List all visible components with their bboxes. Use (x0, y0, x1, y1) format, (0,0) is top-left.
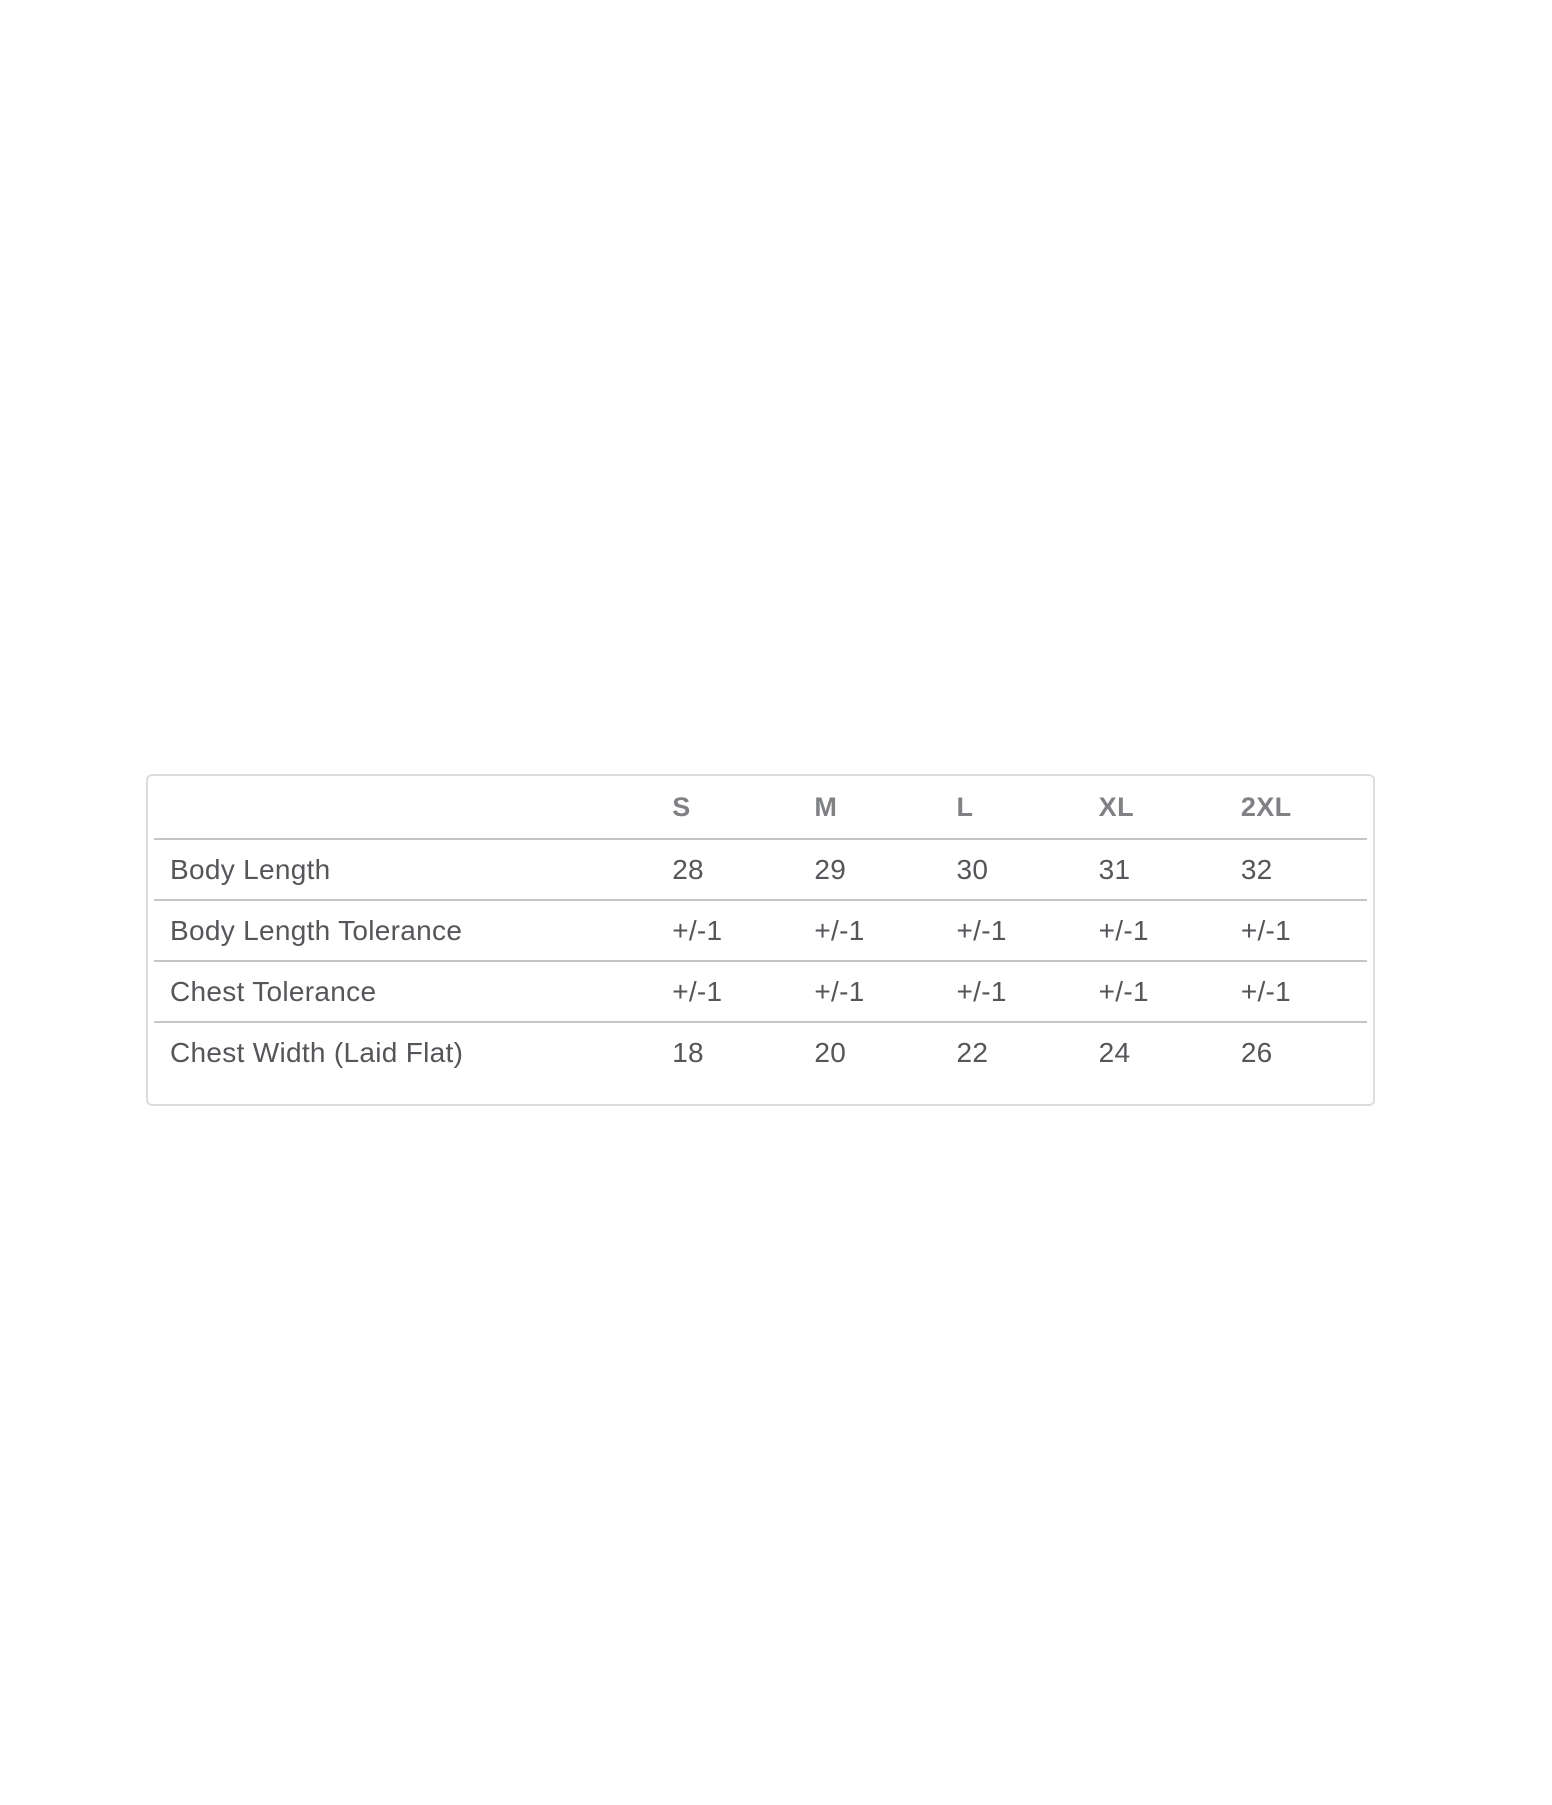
value-cell: 29 (798, 839, 941, 901)
header-cell-m: M (798, 776, 941, 840)
row-label: Chest Tolerance (154, 961, 657, 1023)
value-cell: +/-1 (798, 900, 941, 962)
value-cell: +/-1 (940, 900, 1083, 962)
value-cell: 26 (1240, 1036, 1273, 1068)
value-cell: 20 (814, 1036, 847, 1068)
value-cell: +/-1 (940, 961, 1083, 1023)
table-row-body-length-tolerance: Body Length Tolerance +/-1 +/-1 +/-1 +/-… (154, 900, 1367, 962)
value-cell: 30 (940, 839, 1083, 901)
row-label: Body Length (154, 839, 657, 901)
value-cell: +/-1 (656, 900, 799, 962)
header-cell-s: S (656, 776, 799, 840)
value-cell: 31 (1082, 839, 1225, 901)
header-cell-l: L (940, 776, 1083, 840)
row-label: Body Length Tolerance (154, 900, 657, 962)
size-chart-card: S M L XL 2XL Body Length 28 29 30 31 32 … (146, 774, 1375, 1106)
value-cell: +/-1 (1224, 961, 1367, 1023)
table-row-chest-tolerance: Chest Tolerance +/-1 +/-1 +/-1 +/-1 +/-1 (154, 961, 1367, 1023)
table-row-chest-width: Chest Width (Laid Flat) 18 20 22 24 26 (154, 1022, 1367, 1082)
value-cell: 18 (672, 1036, 704, 1068)
value-cell: +/-1 (1224, 900, 1367, 962)
header-cell-2xl: 2XL (1224, 776, 1367, 840)
header-cell-empty (154, 776, 657, 840)
row-label: Chest Width (Laid Flat) (170, 1036, 464, 1068)
size-chart-table: S M L XL 2XL Body Length 28 29 30 31 32 … (154, 776, 1367, 1082)
value-cell: +/-1 (1082, 900, 1225, 962)
size-chart-header-row: S M L XL 2XL (154, 776, 1367, 840)
value-cell: 24 (1098, 1036, 1131, 1068)
table-row-body-length: Body Length 28 29 30 31 32 (154, 839, 1367, 901)
value-cell: +/-1 (656, 961, 799, 1023)
value-cell: 32 (1224, 839, 1367, 901)
value-cell: 28 (656, 839, 799, 901)
value-cell: +/-1 (798, 961, 941, 1023)
header-cell-xl: XL (1082, 776, 1225, 840)
value-cell: 22 (956, 1036, 989, 1068)
value-cell: +/-1 (1082, 961, 1225, 1023)
